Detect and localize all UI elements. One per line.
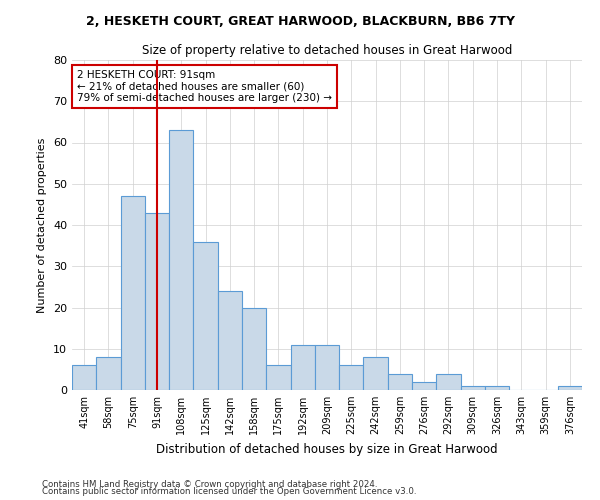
Bar [315, 344, 339, 390]
Bar [121, 196, 145, 390]
Bar [388, 374, 412, 390]
Bar [72, 365, 96, 390]
Bar [266, 365, 290, 390]
Title: Size of property relative to detached houses in Great Harwood: Size of property relative to detached ho… [142, 44, 512, 58]
Bar [412, 382, 436, 390]
Bar [290, 344, 315, 390]
Text: 2 HESKETH COURT: 91sqm
← 21% of detached houses are smaller (60)
79% of semi-det: 2 HESKETH COURT: 91sqm ← 21% of detached… [77, 70, 332, 103]
X-axis label: Distribution of detached houses by size in Great Harwood: Distribution of detached houses by size … [156, 442, 498, 456]
Bar [242, 308, 266, 390]
Bar [339, 365, 364, 390]
Bar [364, 357, 388, 390]
Bar [461, 386, 485, 390]
Bar [96, 357, 121, 390]
Text: Contains HM Land Registry data © Crown copyright and database right 2024.: Contains HM Land Registry data © Crown c… [42, 480, 377, 489]
Bar [218, 291, 242, 390]
Bar [436, 374, 461, 390]
Bar [145, 212, 169, 390]
Y-axis label: Number of detached properties: Number of detached properties [37, 138, 47, 312]
Bar [193, 242, 218, 390]
Bar [558, 386, 582, 390]
Bar [169, 130, 193, 390]
Text: 2, HESKETH COURT, GREAT HARWOOD, BLACKBURN, BB6 7TY: 2, HESKETH COURT, GREAT HARWOOD, BLACKBU… [86, 15, 515, 28]
Bar [485, 386, 509, 390]
Text: Contains public sector information licensed under the Open Government Licence v3: Contains public sector information licen… [42, 488, 416, 496]
